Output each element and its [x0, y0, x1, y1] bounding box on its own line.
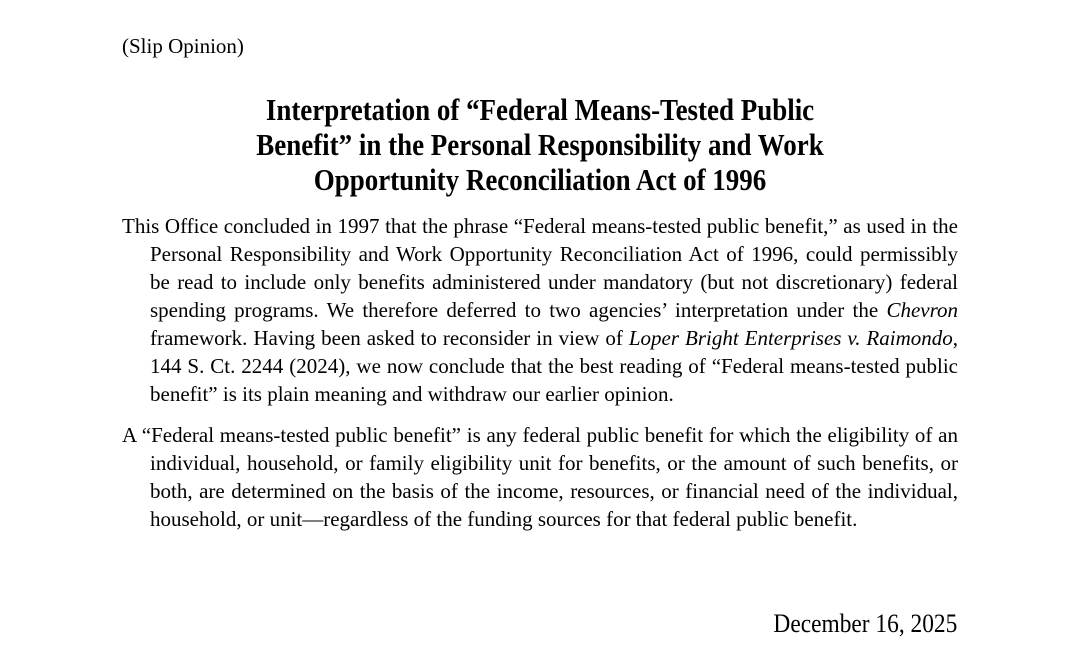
opinion-title-line-1: Interpretation of “Federal Means-Tested …	[265, 92, 815, 127]
slip-opinion-label: (Slip Opinion)	[122, 34, 244, 58]
headnote-paragraph-2: A “Federal means-tested public benefit” …	[122, 423, 958, 531]
opinion-title-line-2: Benefit” in the Personal Responsibility …	[256, 127, 824, 162]
headnote-paragraph-1: This Office concluded in 1997 that the p…	[122, 214, 958, 406]
opinion-title-line-3: Opportunity Reconciliation Act of 1996	[313, 162, 767, 197]
headnote-summary: This Office concluded in 1997 that the p…	[122, 212, 958, 533]
opinion-date: December 16, 2025	[773, 609, 957, 638]
opinion-title: Interpretation of “Federal Means-Tested …	[70, 92, 1010, 197]
